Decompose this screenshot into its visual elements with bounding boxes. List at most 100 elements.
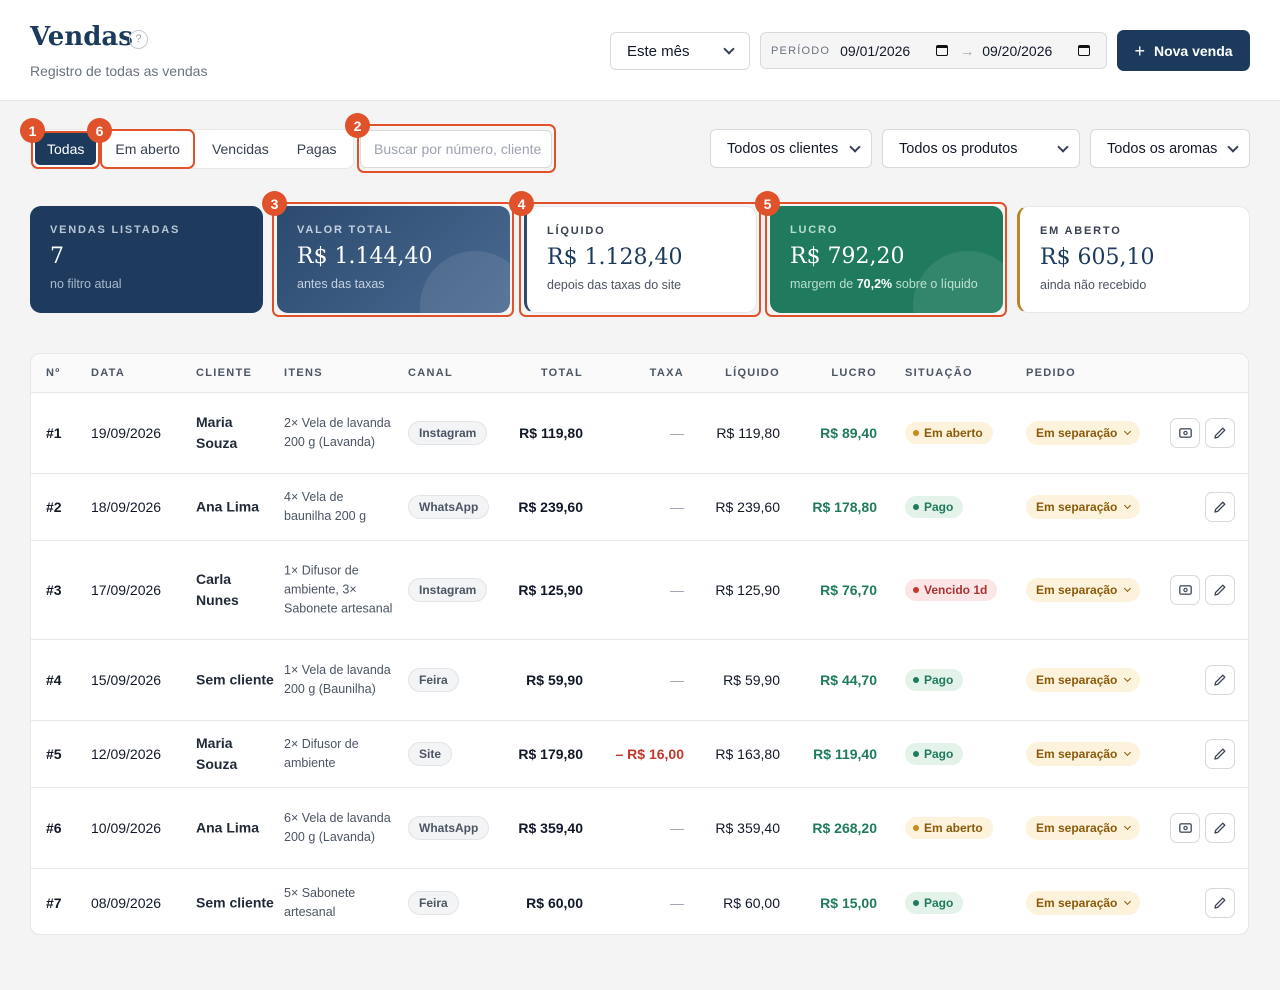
order-status-label: Em separação xyxy=(1036,426,1118,440)
period-select[interactable]: Este mês xyxy=(610,32,750,70)
tab-vencidas[interactable]: Vencidas xyxy=(211,141,269,157)
sale-number: #1 xyxy=(46,425,62,441)
calendar-icon[interactable] xyxy=(936,45,949,56)
register-payment-button[interactable] xyxy=(1170,575,1200,605)
order-status-dropdown[interactable]: Em separação xyxy=(1026,816,1141,840)
order-status-dropdown[interactable]: Em separação xyxy=(1026,890,1141,915)
page-header: Vendas ? Registro de todas as vendas Est… xyxy=(0,0,1280,101)
edit-sale-button[interactable] xyxy=(1205,418,1235,448)
sale-number: #4 xyxy=(46,672,62,688)
chevron-down-icon xyxy=(849,140,861,153)
sale-total: R$ 60,00 xyxy=(526,894,583,911)
chevron-down-icon xyxy=(1124,584,1132,593)
page-subtitle: Registro de todas as vendas xyxy=(30,63,208,79)
search-input[interactable]: Buscar por número, cliente xyxy=(360,130,552,168)
sale-number: #2 xyxy=(46,499,62,515)
edit-sale-button[interactable] xyxy=(1205,813,1235,843)
order-status-label: Em separação xyxy=(1036,895,1118,910)
register-payment-button[interactable] xyxy=(1170,418,1200,448)
sale-profit: R$ 268,20 xyxy=(812,820,877,836)
chevron-down-icon xyxy=(1124,427,1132,436)
sale-fee: — xyxy=(670,672,684,688)
date-to-input[interactable]: 09/20/2026 xyxy=(982,42,1053,59)
sale-profit: R$ 76,70 xyxy=(820,582,877,598)
kpi-value: R$ 1.128,40 xyxy=(547,245,683,270)
sale-total: R$ 179,80 xyxy=(518,746,583,762)
products-select-value: Todos os produtos xyxy=(899,140,1018,157)
annotation-badge: 6 xyxy=(87,118,112,143)
col-header: TAXA xyxy=(649,367,684,379)
edit-sale-button[interactable] xyxy=(1205,575,1235,605)
kpi-net-card: LÍQUIDO R$ 1.128,40 depois das taxas do … xyxy=(524,206,757,313)
help-icon[interactable]: ? xyxy=(129,30,148,49)
sale-total: R$ 119,80 xyxy=(519,425,583,441)
sale-net: R$ 239,60 xyxy=(715,499,780,515)
new-sale-button[interactable]: + Nova venda xyxy=(1117,30,1250,71)
sale-profit: R$ 178,80 xyxy=(812,499,877,515)
status-badge: Em aberto xyxy=(905,422,993,444)
pencil-icon xyxy=(1213,426,1227,440)
edit-sale-button[interactable] xyxy=(1205,887,1235,918)
register-payment-button[interactable] xyxy=(1170,813,1200,843)
sale-items: 6× Vela de lavanda 200 g (Lavanda) xyxy=(284,811,391,844)
channel-badge: Site xyxy=(408,742,453,766)
status-badge: Em aberto xyxy=(905,817,993,839)
sale-date: 08/09/2026 xyxy=(91,894,162,911)
edit-sale-button[interactable] xyxy=(1205,665,1235,695)
order-status-label: Em separação xyxy=(1036,583,1118,597)
order-status-dropdown[interactable]: Em separação xyxy=(1026,495,1141,519)
sale-items: 5× Sabonete artesanal xyxy=(284,885,356,919)
kpi-sub-prefix: margem de xyxy=(790,277,854,291)
sale-number: #3 xyxy=(46,582,62,598)
order-status-dropdown[interactable]: Em separação xyxy=(1026,742,1141,766)
tab-todas[interactable]: Todas xyxy=(35,133,97,165)
kpi-open-card: EM ABERTO R$ 605,10 ainda não recebido xyxy=(1017,206,1250,313)
sale-total: R$ 59,90 xyxy=(526,672,583,688)
kpi-label: VALOR TOTAL xyxy=(297,224,394,236)
edit-sale-button[interactable] xyxy=(1205,492,1235,522)
sale-date: 10/09/2026 xyxy=(91,820,162,836)
kpi-sub-suffix: sobre o líquido xyxy=(895,277,978,291)
status-dot-icon xyxy=(913,587,919,593)
new-sale-label: Nova venda xyxy=(1153,42,1233,59)
chevron-down-icon xyxy=(1057,140,1069,153)
sale-fee: – R$ 16,00 xyxy=(615,746,685,762)
sale-net: R$ 163,80 xyxy=(715,746,780,762)
date-from-input[interactable]: 09/01/2026 xyxy=(840,42,911,59)
aromas-select[interactable]: Todos os aromas xyxy=(1090,129,1250,168)
channel-badge: Instagram xyxy=(408,578,488,602)
col-header: SITUAÇÃO xyxy=(905,367,973,379)
pencil-icon xyxy=(1213,747,1227,761)
products-select[interactable]: Todos os produtos xyxy=(882,129,1080,168)
status-dot-icon xyxy=(913,504,919,510)
sales-table: Nº DATA CLIENTE ITENS CANAL TOTAL TAXA L… xyxy=(30,353,1249,935)
kpi-value: R$ 1.144,40 xyxy=(297,244,433,269)
order-status-dropdown[interactable]: Em separação xyxy=(1026,421,1141,445)
status-label: Pago xyxy=(924,747,954,761)
kpi-value: 7 xyxy=(50,244,64,269)
order-status-dropdown[interactable]: Em separação xyxy=(1026,668,1141,692)
sale-net: R$ 359,40 xyxy=(715,820,780,836)
pencil-icon xyxy=(1213,673,1227,687)
pencil-icon xyxy=(1213,500,1227,514)
kpi-sub: antes das taxas xyxy=(297,277,385,291)
calendar-icon[interactable] xyxy=(1078,45,1091,56)
order-status-dropdown[interactable]: Em separação xyxy=(1026,578,1141,602)
col-header: PEDIDO xyxy=(1026,367,1076,379)
arrow-right-icon: → xyxy=(960,42,975,59)
annotation-badge: 5 xyxy=(755,191,780,216)
col-header: DATA xyxy=(91,367,126,379)
sale-client: Maria Souza xyxy=(196,414,238,451)
sale-profit: R$ 89,40 xyxy=(820,425,877,441)
tab-em-aberto[interactable]: Em aberto xyxy=(115,141,180,157)
pencil-icon xyxy=(1213,821,1227,835)
clients-select[interactable]: Todos os clientes xyxy=(710,129,872,168)
edit-sale-button[interactable] xyxy=(1205,739,1235,769)
tab-pagas[interactable]: Pagas xyxy=(296,141,337,157)
date-range-label: PERÍODO xyxy=(771,44,831,57)
sale-fee: — xyxy=(670,820,684,836)
sale-fee: — xyxy=(670,894,684,911)
status-label: Em aberto xyxy=(924,426,983,440)
annotation-badge: 2 xyxy=(345,113,370,138)
table-row: #1 19/09/2026 Maria Souza 2× Vela de lavand… xyxy=(31,393,1248,474)
